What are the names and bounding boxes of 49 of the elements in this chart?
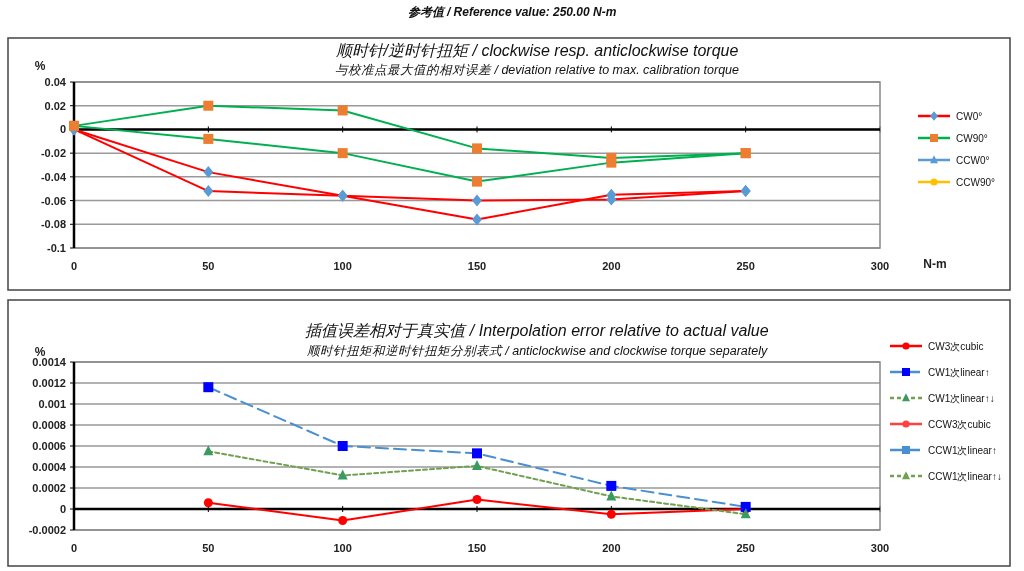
y-tick-label: 0.02 [44,99,66,112]
x-tick-label: 150 [467,542,487,554]
legend-label: CCW90° [956,177,996,188]
chart-title: 顺时针/逆时针扭矩 / clockwise resp. anticlockwise torque [335,42,739,59]
legend-label: CW1次linear↑ [928,367,990,378]
legend-label: CCW3次cubic [928,419,991,430]
y-tick-label: 0 [59,123,66,136]
x-tick-label: 300 [870,260,890,272]
x-tick-label: 200 [602,542,621,554]
x-tick-label: 100 [333,260,352,272]
y-tick-label: 0 [59,503,66,515]
y-tick-label: 0.0004 [32,461,67,473]
y-tick-label: 0.0002 [32,482,66,494]
y-tick-label: 0.0014 [32,356,67,368]
x-tick-label: 0 [70,260,78,272]
y-tick-label: -0.04 [40,170,67,183]
legend-label: CCW1次linear↑ [928,445,997,456]
y-axis-title: % [34,345,46,359]
x-tick-label: 0 [70,542,78,554]
x-axis-title: N-m [923,257,947,271]
legend-label: CW0° [956,111,983,122]
legend-label: CW3次cubic [928,341,984,352]
x-tick-label: 250 [736,260,755,272]
y-tick-label: -0.02 [40,147,66,160]
y-tick-label: -0.0002 [28,524,66,536]
chart-title: 插值误差相对于真实值 / Interpolation error relative to actual value [305,322,769,339]
y-tick-label: 0.0006 [32,440,66,452]
x-tick-label: 100 [333,542,352,554]
y-tick-label: 0.0012 [32,377,66,389]
x-tick-label: 300 [870,542,890,554]
legend-label: CW1次linear↑↓ [928,393,995,404]
legend-label: CCW0° [956,155,990,166]
y-tick-label: -0.08 [40,218,66,231]
text: 参考值 / Reference value: 250.00 N-m [407,5,617,19]
x-tick-label: 50 [202,542,215,554]
y-tick-label: -0.06 [40,194,66,207]
x-tick-label: 150 [467,260,487,272]
legend-label: CW90° [956,133,988,144]
chart-subtitle: 顺时针扭矩和逆时针扭矩分别表式 / anticlockwise and clockwise torque separately [306,344,768,358]
x-tick-label: 250 [736,542,755,554]
y-tick-label: -0.1 [47,242,66,254]
chart-subtitle: 与校准点最大值的相对误差 / deviation relative to max. calibration torque [334,63,740,77]
y-tick-label: 0.001 [38,398,66,410]
y-axis-title: % [34,59,46,73]
legend-label: CCW1次linear↑↓ [928,471,1002,482]
x-tick-label: 200 [602,260,621,272]
y-tick-label: 0.04 [44,76,67,88]
y-tick-label: 0.0008 [32,419,66,431]
x-tick-label: 50 [202,260,215,272]
